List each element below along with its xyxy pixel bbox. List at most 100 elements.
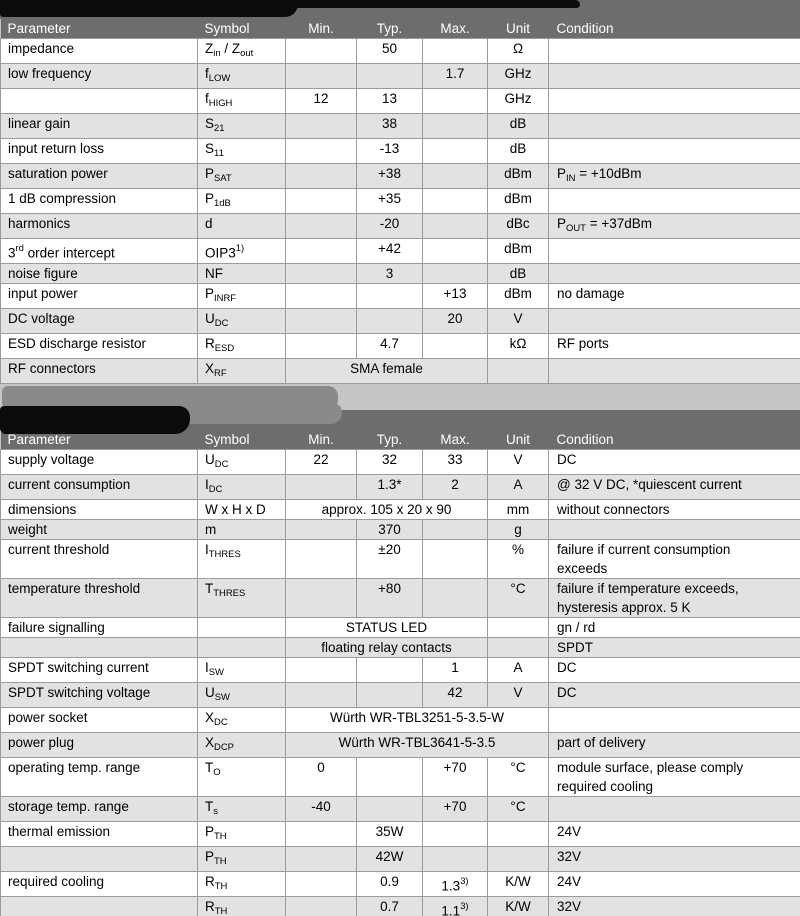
cell-min [285,656,357,683]
cell-condition: DC [548,656,800,683]
cell-symbol [197,616,286,638]
cell-parameter: harmonics [0,213,198,240]
cell-condition: @ 32 V DC, *quiescent current [548,473,800,500]
rf-spec-table: Parameter Symbol Min. Typ. Max. Unit Condition… [0,19,800,384]
cell-typ: 35W [356,820,423,847]
cell-typ [356,681,423,708]
cell-condition: RF ports [548,332,800,359]
cell-symbol: fLOW [197,63,286,90]
cell-min [285,332,357,359]
cell-max [422,213,488,240]
cell-typ: 50 [356,37,423,65]
cell-symbol: Zin / Zout [197,37,286,65]
cell-parameter: power plug [0,731,198,758]
cell-parameter: input power [0,282,198,309]
cell-max: 1 [422,656,488,683]
cell-parameter: thermal emission [0,820,198,847]
subscript: 11 [214,148,224,160]
cell-condition: failure if current consumption exceeds [548,538,800,579]
cell-condition [548,262,800,284]
subscript: THRES [213,587,246,599]
cell-condition [548,113,800,140]
subscript: OUT [566,223,586,235]
cell-min [285,138,357,165]
cell-parameter: current threshold [0,538,198,579]
column-header-typ: Typ. [376,431,403,447]
superscript: rd [15,243,24,255]
cell-max: 2 [422,473,488,500]
cell-condition: failure if temperature exceeds, hysteres… [548,577,800,618]
subscript: SW [214,691,230,703]
cell-unit: g [487,518,549,540]
table-row: low frequency fLOW 1.7 GHz [0,63,800,90]
cell-symbol: UDC [197,307,286,334]
cell-symbol: NF [197,262,286,284]
subscript: 1dB [214,198,231,210]
column-header-min: Min. [308,21,334,36]
cell-max: +70 [422,756,488,797]
column-header-max: Max. [440,21,470,36]
subscript: HIGH [208,98,233,110]
cell-parameter [0,88,198,115]
cell-symbol: S11 [197,138,286,165]
cell-parameter: storage temp. range [0,795,198,822]
cell-min [285,895,357,916]
cell-max [422,577,488,618]
cell-min [285,163,357,190]
cell-min: approx. 105 x 20 x 90 [285,498,488,520]
rf-section-title-band [0,0,800,19]
table-row: required cooling RTH 0.9 1.33) K/W 24V [0,870,800,897]
cell-max [422,518,488,540]
cell-max [422,88,488,115]
cell-max [422,262,488,284]
column-header-symbol: Symbol [204,21,250,36]
cell-symbol: TO [197,756,286,797]
cell-unit: °C [487,795,549,822]
cell-unit: dB [487,113,549,140]
cell-min [285,870,357,897]
cell-parameter: supply voltage [0,448,198,475]
redacted-footnote-scribble [2,385,338,408]
cell-parameter [0,895,198,916]
cell-typ: 3 [356,262,423,284]
cell-min [285,63,357,90]
cell-unit: K/W [487,895,549,916]
cell-symbol: RTH [197,870,286,897]
table-row: PTH 42W 32V [0,845,800,872]
cell-typ [356,63,423,90]
column-header-parameter: Parameter [7,21,71,36]
table-row: temperature threshold TTHRES +80 °C failure … [0,577,800,618]
cell-min [285,307,357,334]
cell-parameter: weight [0,518,198,540]
column-header-typ: Typ. [376,21,403,36]
cell-parameter: temperature threshold [0,577,198,618]
cell-parameter: required cooling [0,870,198,897]
superscript: 1) [235,243,245,255]
cell-symbol: XDC [197,706,286,733]
redacted-section-title-scribble [0,405,190,434]
cell-typ: +35 [356,188,423,215]
table-row: power plug XDCP Würth WR-TBL3641-5-3.5 part… [0,731,800,758]
table-row: saturation power PSAT +38 dBm PIN = +10dBm [0,163,800,190]
cell-parameter: input return loss [0,138,198,165]
cell-condition: no damage [548,282,800,309]
cell-max: +13 [422,282,488,309]
cell-min: STATUS LED [285,616,488,638]
cell-max: 42 [422,681,488,708]
redacted-section-title-scribble [0,0,298,17]
cell-parameter: 3rd order intercept [0,238,198,264]
subscript: INRF [214,292,237,304]
footnote-band [0,383,800,410]
cell-min: 12 [285,88,357,115]
cell-symbol: m [197,518,286,540]
column-header-condition: Condition [556,21,614,36]
table-row: supply voltage UDC 22 32 33 V DC [0,448,800,475]
subscript: IN [566,173,576,185]
cell-symbol: fHIGH [197,88,286,115]
cell-parameter: ESD discharge resistor [0,332,198,359]
cell-unit: Ω [487,37,549,65]
cell-parameter: impedance [0,37,198,65]
subscript: 21 [214,123,225,135]
cell-max [422,238,488,264]
